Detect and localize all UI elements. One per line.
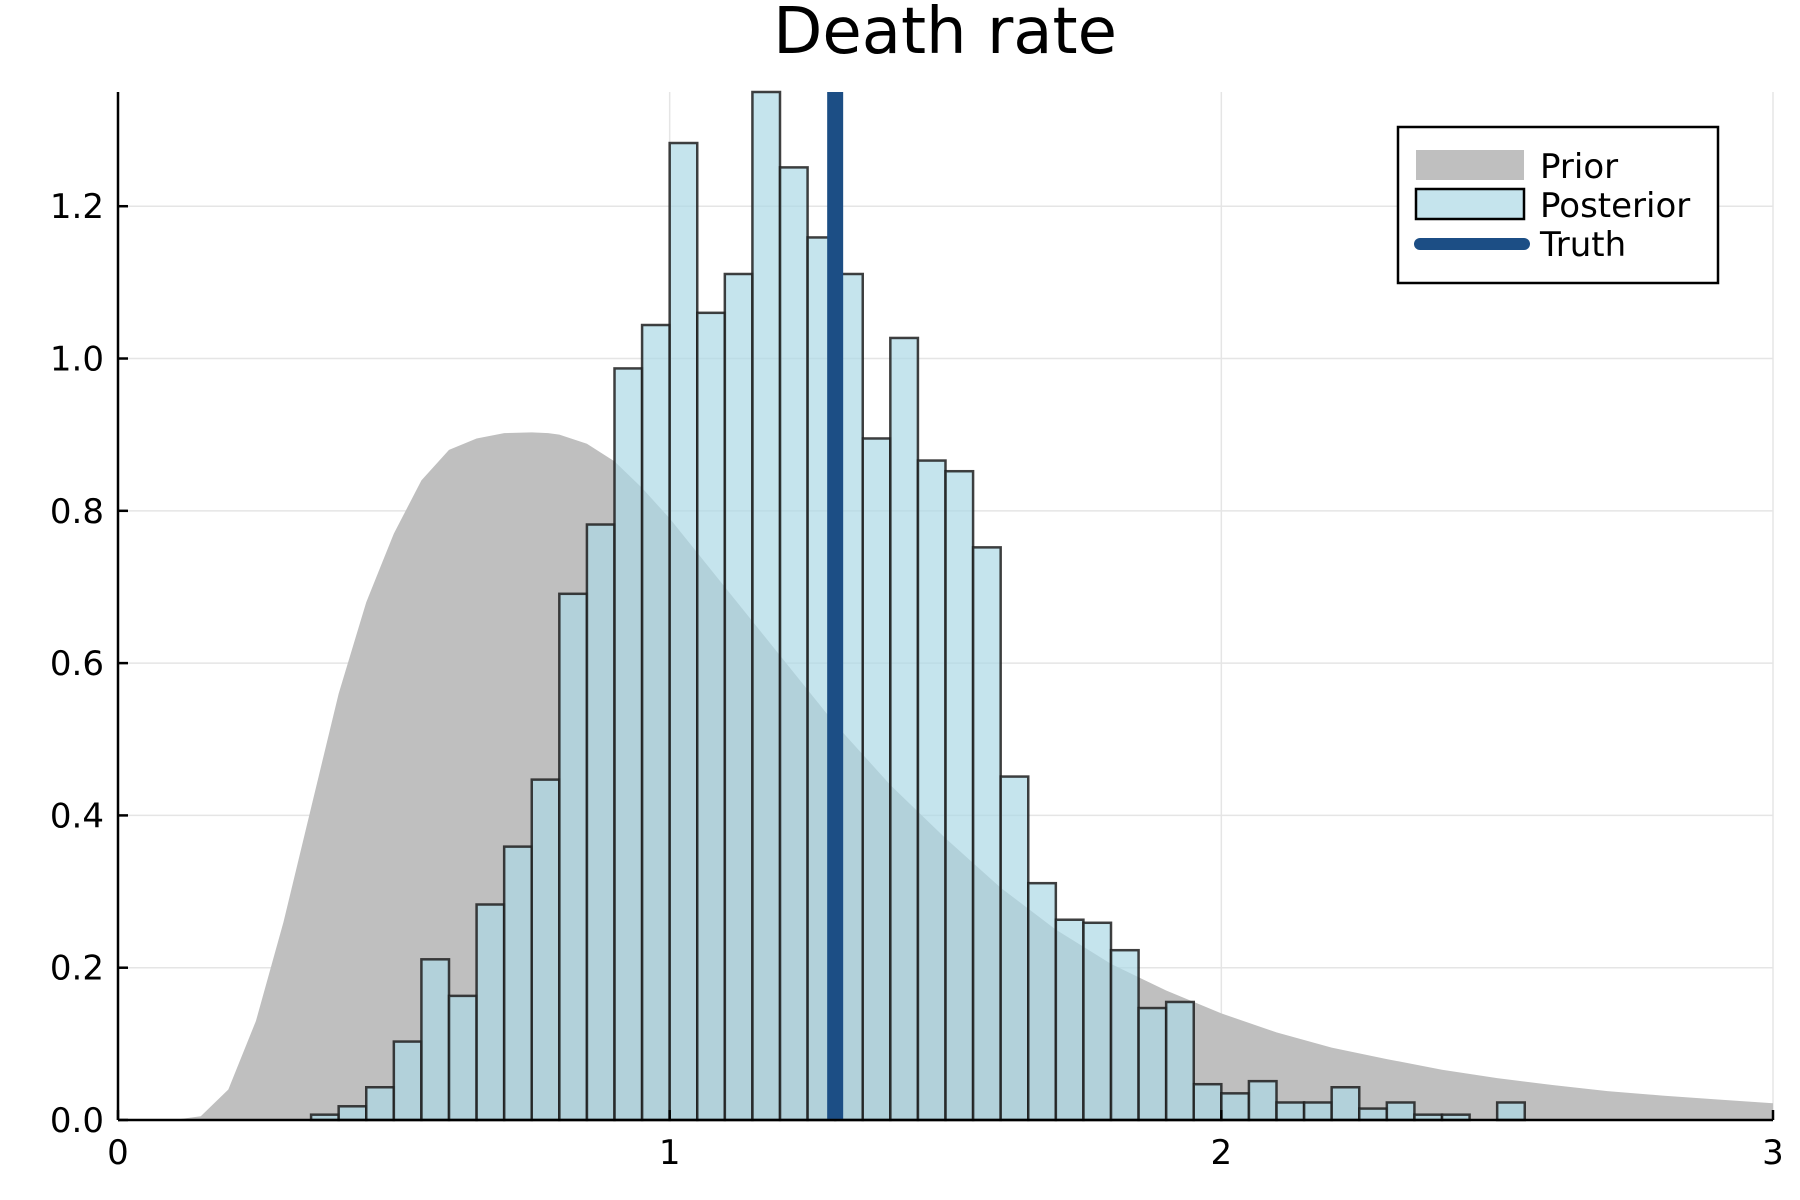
posterior-bar bbox=[916, 459, 947, 1122]
axes: 0 1 2 3 0.0 0.2 0.4 0.6 0.8 1.0 1.2 bbox=[50, 92, 1784, 1173]
posterior-bar bbox=[1220, 1092, 1251, 1122]
posterior-bar bbox=[1054, 918, 1085, 1122]
posterior-bar bbox=[668, 141, 699, 1122]
posterior-bar bbox=[475, 903, 506, 1122]
posterior-bar bbox=[1275, 1101, 1306, 1122]
posterior-bar bbox=[1358, 1107, 1389, 1122]
posterior-bar bbox=[1330, 1086, 1361, 1122]
posterior-bar bbox=[723, 272, 754, 1122]
posterior-series bbox=[309, 90, 1526, 1122]
y-tick-label: 0.0 bbox=[50, 1101, 104, 1141]
legend-label: Truth bbox=[1539, 225, 1626, 265]
legend-swatch-posterior bbox=[1414, 187, 1526, 221]
posterior-bar bbox=[1247, 1079, 1278, 1122]
posterior-bar bbox=[999, 775, 1030, 1122]
posterior-bar bbox=[365, 1086, 396, 1122]
posterior-bar bbox=[1385, 1101, 1416, 1122]
posterior-bar bbox=[1495, 1101, 1526, 1122]
legend-label: Prior bbox=[1540, 147, 1618, 187]
y-tick-label: 0.2 bbox=[50, 949, 104, 989]
legend-label: Posterior bbox=[1540, 186, 1690, 226]
posterior-bar bbox=[696, 311, 727, 1122]
y-tick-label: 1.0 bbox=[50, 340, 104, 380]
legend-swatch-prior bbox=[1416, 150, 1524, 180]
posterior-bar bbox=[861, 437, 892, 1122]
posterior-bar bbox=[971, 546, 1002, 1122]
posterior-bar bbox=[1302, 1101, 1333, 1122]
x-tick-label: 3 bbox=[1762, 1133, 1784, 1173]
x-tick-label: 0 bbox=[107, 1133, 129, 1173]
y-tick-label: 0.8 bbox=[50, 492, 104, 532]
posterior-bar bbox=[1164, 1000, 1195, 1122]
posterior-bar bbox=[1109, 948, 1140, 1122]
posterior-bar bbox=[1137, 1006, 1168, 1122]
posterior-bar bbox=[420, 958, 451, 1122]
y-tick-label: 0.6 bbox=[50, 644, 104, 684]
x-tick-label: 2 bbox=[1211, 1133, 1233, 1173]
chart-title: Death rate bbox=[773, 0, 1117, 69]
posterior-bar bbox=[1082, 921, 1113, 1122]
posterior-bar bbox=[944, 469, 975, 1122]
x-tick-label: 1 bbox=[659, 1133, 681, 1173]
posterior-bar bbox=[392, 1040, 423, 1122]
posterior-bar bbox=[889, 336, 920, 1122]
posterior-bar bbox=[585, 523, 616, 1122]
posterior-bar bbox=[778, 166, 809, 1122]
posterior-bar bbox=[337, 1105, 368, 1122]
posterior-bar bbox=[558, 592, 589, 1122]
posterior-bar bbox=[447, 994, 478, 1122]
posterior-bar bbox=[530, 778, 561, 1122]
posterior-bar bbox=[751, 90, 782, 1122]
y-tick-label: 1.2 bbox=[50, 187, 104, 227]
posterior-bar bbox=[502, 845, 533, 1122]
posterior-bar bbox=[1192, 1082, 1223, 1122]
posterior-bar bbox=[640, 323, 671, 1122]
posterior-bar bbox=[1027, 881, 1058, 1122]
y-tick-label: 0.4 bbox=[50, 796, 104, 836]
posterior-bar bbox=[613, 367, 644, 1122]
